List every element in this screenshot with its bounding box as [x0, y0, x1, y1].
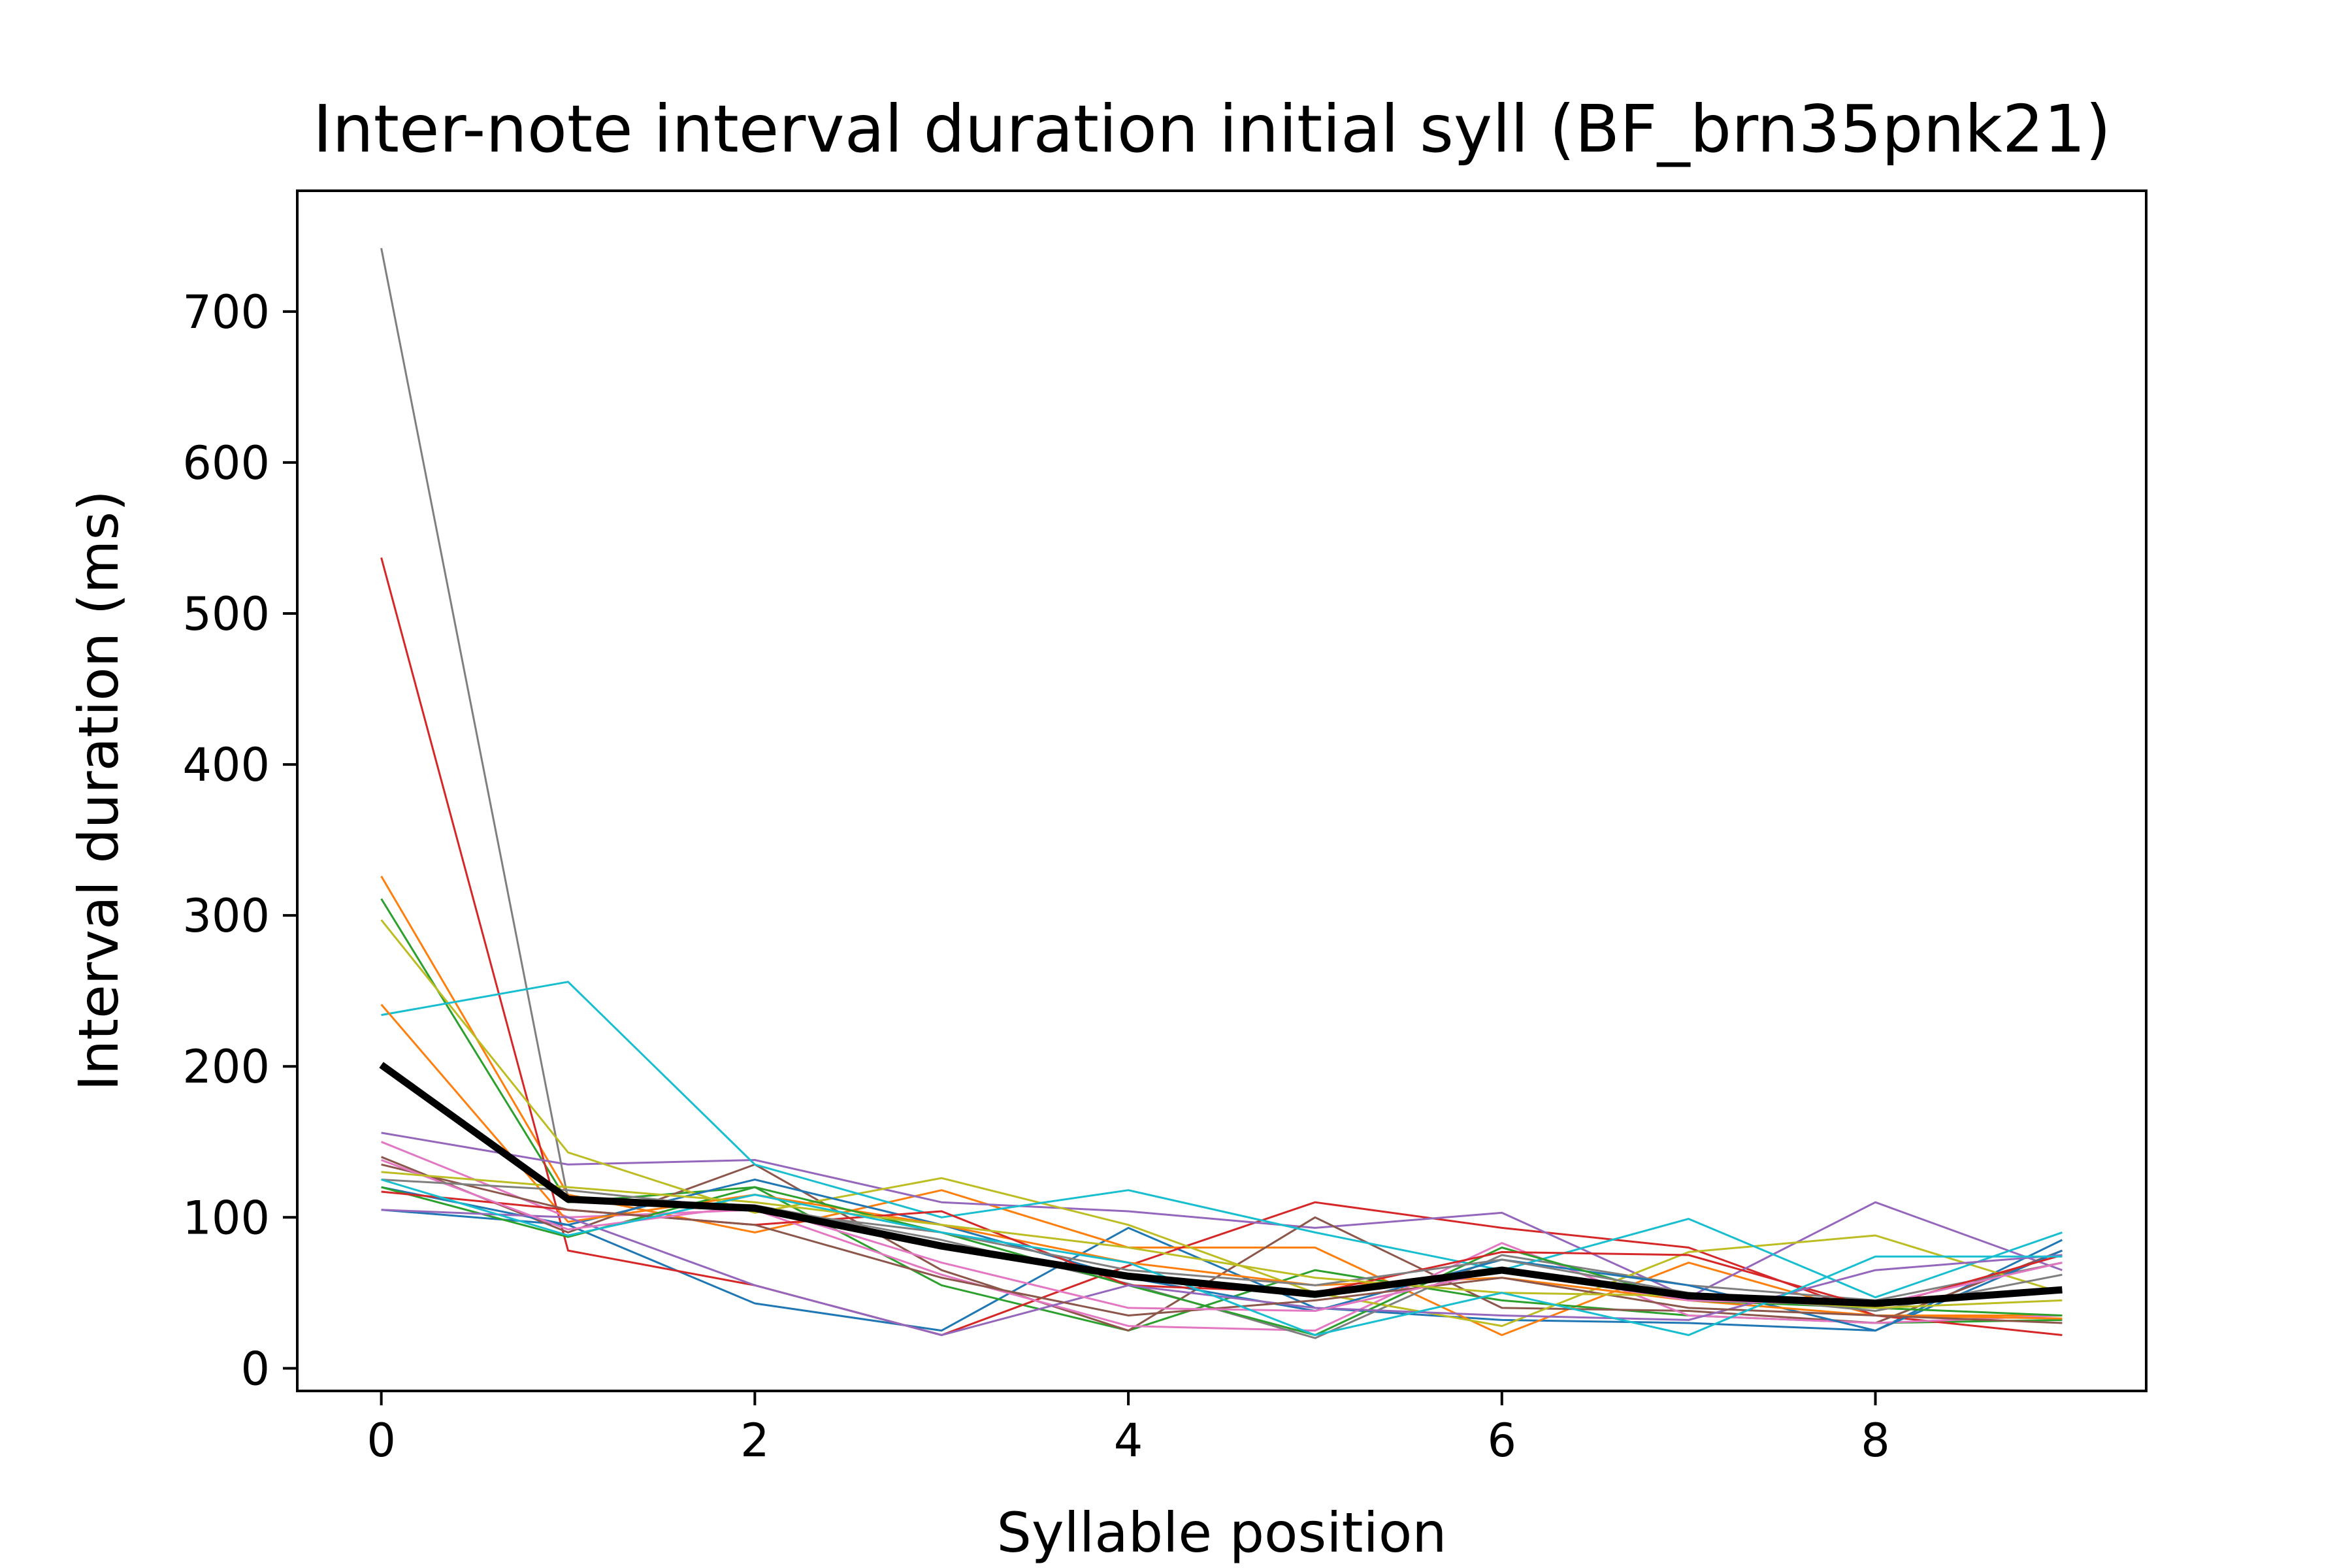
y-tick-label: 300: [182, 889, 270, 943]
series-line-2: [380, 875, 2063, 1336]
x-tick-label: 8: [1861, 1414, 1890, 1467]
y-tick-label: 0: [240, 1342, 270, 1396]
y-tick-label: 500: [182, 587, 270, 641]
series-line-10: [381, 981, 2063, 1299]
series-line-4: [380, 557, 2063, 1336]
chart-title: Inter-note interval duration initial syl…: [313, 91, 2111, 167]
series-line-15: [381, 1209, 2063, 1336]
y-tick-label: 600: [182, 436, 270, 490]
axis-ticks: 0 2 4 6 8 0 100 200 300 400 500 600 700: [182, 286, 1889, 1467]
y-tick-label: 200: [182, 1040, 270, 1094]
mean-line: [379, 1062, 2063, 1307]
series-line-7: [381, 1141, 2063, 1332]
plot-area: [379, 248, 2063, 1339]
x-tick-label: 6: [1488, 1414, 1517, 1467]
series-line-1: [381, 1209, 2063, 1332]
x-tick-label: 0: [367, 1414, 396, 1467]
series-line-8: [380, 248, 2063, 1339]
x-tick-label: 2: [740, 1414, 770, 1467]
series-line-5: [381, 1132, 2063, 1299]
series-line-9: [380, 919, 2063, 1328]
y-tick-label: 700: [182, 286, 270, 339]
series-line-3: [380, 898, 2063, 1332]
x-tick-label: 4: [1114, 1414, 1143, 1467]
y-tick-label: 400: [182, 738, 270, 792]
y-tick-label: 100: [182, 1191, 270, 1245]
series-line-20: [381, 1179, 2063, 1336]
y-axis-label: Interval duration (ms): [67, 490, 131, 1091]
x-axis-label: Syllable position: [997, 1501, 1447, 1565]
plot-frame: [296, 189, 2148, 1392]
series-line-12: [380, 1004, 2063, 1320]
